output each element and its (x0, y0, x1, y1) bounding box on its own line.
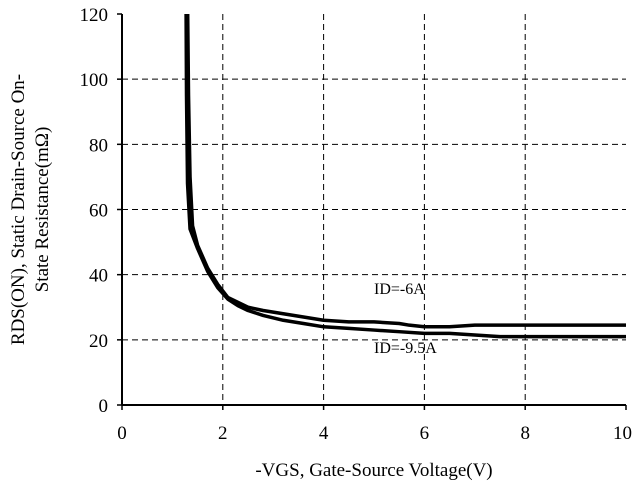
x-tick-label: 6 (420, 423, 430, 444)
y-axis-title-line: State Resistance(mΩ) (32, 127, 53, 293)
x-tick-label: 8 (520, 423, 530, 444)
x-tick-label: 2 (218, 423, 228, 444)
x-tick-label: 10 (613, 423, 632, 444)
x-axis-title: -VGS, Gate-Source Voltage(V) (255, 460, 492, 481)
x-tick-label: 0 (117, 423, 127, 444)
series-line-1 (188, 0, 626, 327)
y-tick-label: 40 (89, 266, 108, 287)
y-tick-label: 120 (80, 5, 109, 26)
x-tick-label: 4 (319, 423, 329, 444)
y-tick-label: 0 (99, 396, 109, 417)
labels: 0 20 40 60 80 100 120 0 2 4 6 8 10 -VGS, Gate-Source … (8, 5, 632, 481)
series-label-1: ID=-6A (374, 281, 425, 298)
y-axis-title-line: RDS(ON), Static Drain-Source On- (8, 74, 29, 345)
series-label-2: ID=-9.5A (374, 340, 437, 357)
y-tick-label: 80 (89, 135, 108, 156)
y-tick-label: 60 (89, 201, 108, 222)
y-tick-label: 100 (80, 70, 109, 91)
y-tick-label: 20 (89, 331, 108, 352)
